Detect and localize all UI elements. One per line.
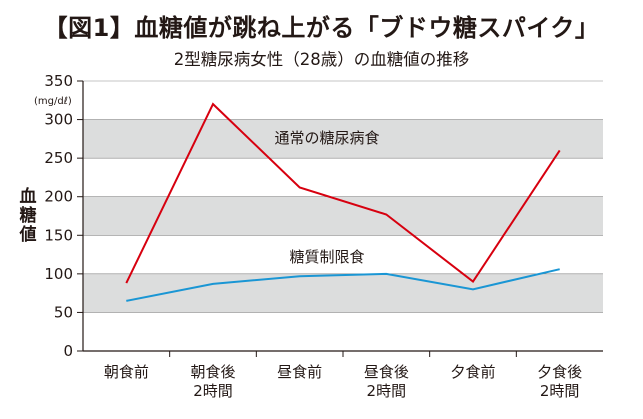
chart-subtitle: 2型糖尿病女性（28歳）の血糖値の推移 (173, 50, 470, 69)
grid-layer (83, 80, 603, 313)
y-tick-label-150: 150 (44, 226, 73, 244)
series-label-0: 通常の糖尿病食 (274, 129, 379, 147)
y-axis-label: 血糖値 (19, 186, 37, 245)
y-tick-label-50: 50 (54, 303, 73, 321)
x-tick-label-1-1: 2時間 (193, 382, 233, 400)
y-axis-label-char-2: 値 (19, 224, 37, 245)
x-tick-label-4-0: 夕食前 (450, 363, 495, 381)
x-tick-label-5-1: 2時間 (540, 382, 580, 400)
x-tick-label-1-0: 朝食後 (190, 363, 235, 381)
x-tick-label-3-0: 昼食後 (364, 363, 409, 381)
grid-band-2 (83, 119, 603, 159)
band-layer (83, 119, 603, 313)
y-tick-labels: 0 50 100 150 200 250 300 350 (44, 72, 73, 360)
x-tick-label-2-0: 昼食前 (277, 363, 322, 381)
series-line-0 (125, 102, 561, 284)
x-tick-label-5-0: 夕食後 (537, 363, 582, 381)
x-tick-label-0-0: 朝食前 (104, 363, 149, 381)
y-tick-label-100: 100 (44, 265, 73, 283)
axis-layer (77, 80, 603, 357)
y-tick-label-300: 300 (44, 111, 73, 129)
series-label-1: 糖質制限食 (289, 248, 364, 266)
y-axis-label-char-1: 糖 (20, 205, 37, 226)
series-line-1 (126, 268, 560, 302)
y-tick-label-0: 0 (63, 342, 73, 360)
y-tick-label-350: 350 (44, 72, 73, 90)
series-layer (125, 102, 561, 302)
y-axis-label-char-0: 血 (20, 186, 37, 207)
y-tick-label-250: 250 (44, 149, 73, 167)
y-axis-unit: (mg/dℓ) (34, 96, 72, 107)
chart-title: 【図1】血糖値が跳ね上がる「ブドウ糖スパイク」 (43, 14, 600, 42)
y-tick-label-200: 200 (44, 188, 73, 206)
x-tick-label-3-1: 2時間 (367, 382, 407, 400)
